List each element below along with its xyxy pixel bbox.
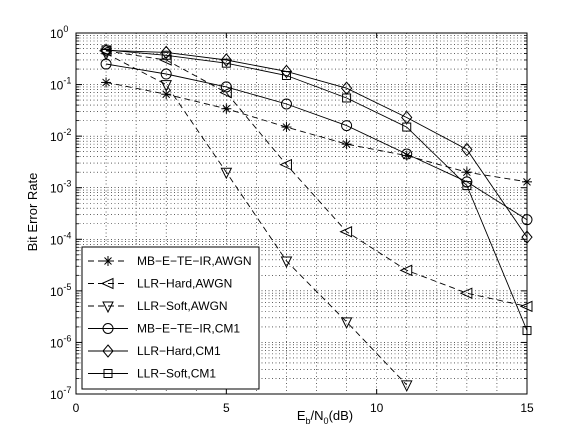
y-tick-label: 10-5: [50, 282, 71, 299]
series-line: [106, 63, 528, 221]
series-3: [100, 49, 413, 393]
circle-marker: [341, 120, 353, 132]
triangle-down-marker: [160, 80, 173, 92]
triangle-down-marker: [280, 256, 293, 269]
series-line: [106, 49, 528, 238]
series-group: [98, 43, 533, 393]
triangle-down-marker: [400, 380, 413, 393]
star-marker: [221, 103, 232, 114]
diamond-marker: [220, 53, 232, 67]
axes: 0 5 10 15 100 10-1 10-2 10-3 10-4 10-5 10-6 10-7: [50, 24, 534, 415]
star-marker: [103, 256, 113, 266]
legend-item: LLR−Soft,CM1: [88, 367, 216, 381]
square-marker: [221, 58, 231, 68]
legend-label: LLR−Hard,AWGN: [137, 277, 232, 291]
diamond-marker: [461, 142, 473, 157]
diamond-marker: [521, 230, 533, 244]
triangle-left-marker: [339, 225, 353, 238]
triangle-down-marker: [340, 317, 353, 330]
square-marker: [402, 122, 412, 132]
star-marker: [281, 122, 292, 133]
star-marker: [101, 77, 112, 88]
series-5: [100, 43, 533, 244]
series-line: [106, 49, 528, 331]
y-tick-label: 100: [50, 24, 68, 41]
legend-label: MB−E−TE−IR,CM1: [137, 322, 240, 336]
diamond-marker: [160, 45, 172, 60]
diamond-marker: [102, 344, 114, 358]
legend-item: LLR−Hard,AWGN: [88, 277, 232, 291]
series-line: [106, 81, 528, 183]
x-tick-label: 10: [370, 401, 384, 415]
star-marker: [461, 167, 472, 178]
y-tick-label: 10-6: [50, 333, 71, 350]
circle-marker: [280, 98, 292, 110]
square-marker: [101, 45, 111, 55]
triangle-left-marker: [519, 300, 533, 313]
legend-item: LLR−Hard,CM1: [88, 344, 221, 358]
series-2: [98, 45, 533, 313]
triangle-left-marker: [279, 158, 292, 171]
star-marker-stroke: [162, 90, 171, 99]
diamond-marker: [100, 43, 112, 58]
star-marker-stroke: [523, 177, 531, 186]
circle-marker: [401, 148, 413, 160]
legend-item: MB−E−TE−IR,CM1: [88, 322, 240, 336]
triangle-left-marker: [219, 86, 232, 99]
square-marker: [522, 326, 532, 336]
circle-marker: [521, 214, 533, 226]
circle-marker: [100, 58, 112, 70]
x-axis-label: Eb/N0(dB): [297, 408, 353, 426]
star-marker-stroke: [222, 104, 231, 113]
y-tick-label: 10-4: [50, 230, 71, 247]
star-marker-stroke: [104, 257, 112, 265]
square-marker: [161, 50, 171, 60]
series-line: [105, 53, 408, 386]
circle-marker: [220, 81, 232, 93]
triangle-left-marker: [100, 277, 114, 290]
series-line: [106, 50, 528, 307]
triangle-left-marker: [399, 264, 413, 277]
y-tick-label: 10-3: [50, 179, 71, 196]
diamond-marker: [280, 64, 293, 79]
square-marker: [462, 181, 472, 191]
circle-marker: [102, 323, 114, 334]
square-marker: [342, 93, 352, 103]
star-marker-stroke: [282, 123, 291, 131]
x-tick-label: 0: [73, 401, 80, 415]
legend: MB−E−TE−IR,AWGN LLR−Hard,AWGN LLR−Soft,AWG…: [81, 246, 260, 390]
legend-label: LLR−Hard,CM1: [137, 344, 221, 358]
triangle-down-marker: [100, 49, 112, 61]
legend-label: MB−E−TE−IR,AWGN: [137, 254, 252, 268]
y-tick-label: 10-1: [50, 76, 71, 93]
circle-marker: [461, 176, 473, 188]
star-marker: [522, 176, 532, 187]
x-tick-label: 15: [520, 401, 534, 415]
legend-label: LLR−Soft,CM1: [137, 367, 216, 381]
star-marker-stroke: [102, 78, 110, 87]
series-6: [101, 45, 532, 336]
plot-frame: [75, 32, 528, 395]
triangle-down-marker: [102, 301, 114, 314]
x-tick-label: 5: [223, 401, 230, 415]
legend-item: LLR−Soft,AWGN: [88, 299, 228, 314]
y-tick-label: 10-2: [50, 127, 71, 144]
square-marker: [103, 369, 113, 378]
square-marker: [281, 70, 291, 80]
triangle-left-marker: [459, 287, 473, 299]
circle-marker: [160, 68, 172, 80]
star-marker-stroke: [342, 140, 351, 148]
legend-label: LLR−Soft,AWGN: [137, 299, 228, 313]
legend-item: MB−E−TE−IR,AWGN: [88, 254, 252, 268]
legend-box: [81, 246, 260, 390]
star-marker-stroke: [463, 168, 471, 177]
y-axis-label: Bit Error Rate: [25, 173, 40, 252]
y-tick-label: 10-7: [50, 385, 71, 402]
triangle-down-marker: [220, 167, 233, 180]
series-4: [100, 58, 533, 226]
star-marker: [341, 139, 352, 150]
